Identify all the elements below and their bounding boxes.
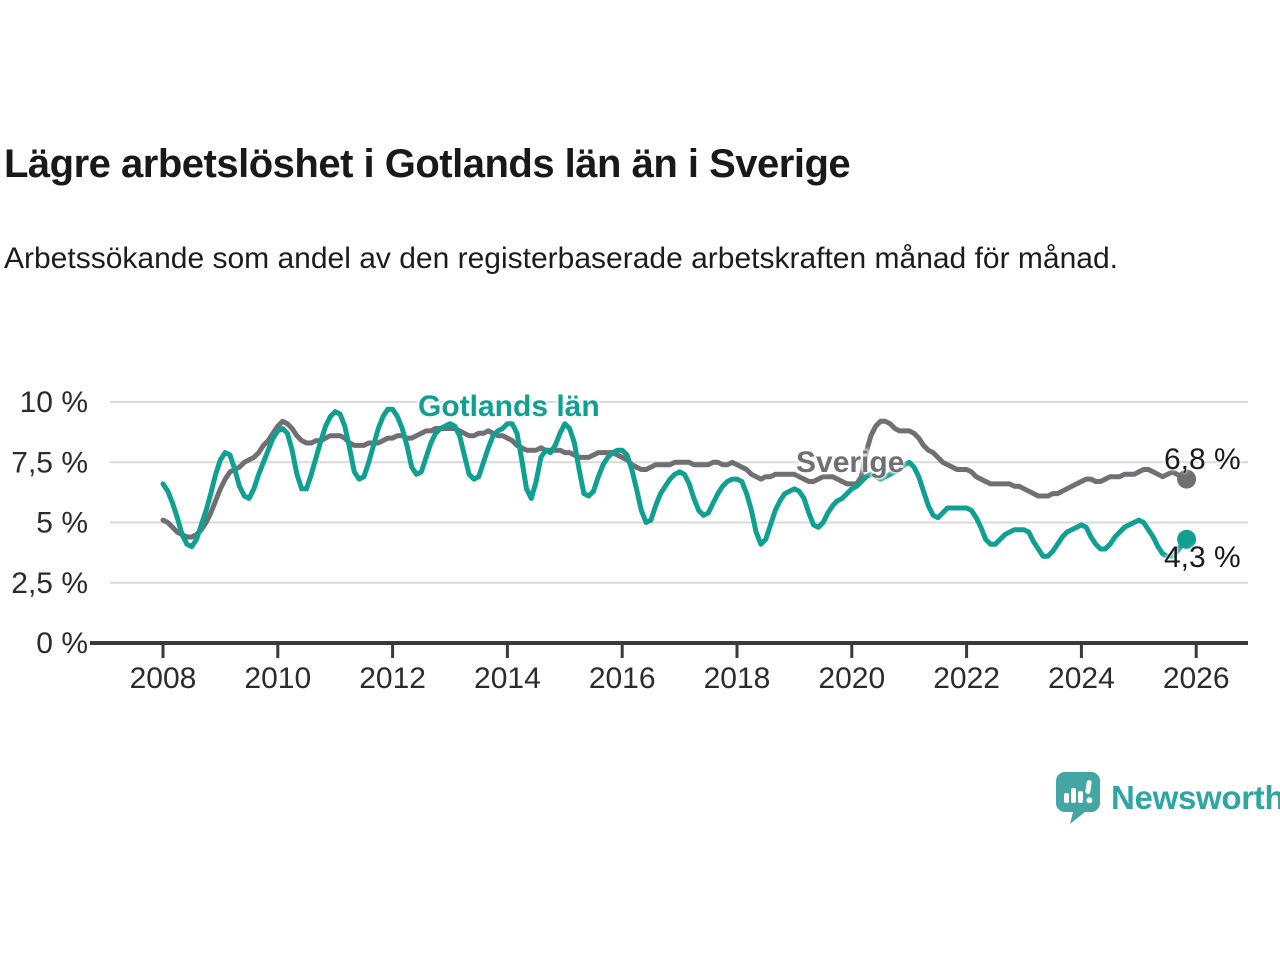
newsworthy-logo-icon [1056,772,1100,824]
newsworthy-logo-text: Newsworthy [1111,779,1280,816]
newsworthy-logo: Newsworthy [1056,772,1280,824]
y-axis-tick-label: 10 % [20,386,88,419]
y-axis-tick-label: 0 % [36,627,88,660]
chart-subtitle: Arbetssökande som andel av den registerb… [4,242,1118,275]
y-axis-tick-label: 7,5 % [11,446,88,479]
x-axis-tick-label: 2010 [244,662,311,695]
series-label-gotland: Gotlands län [418,390,600,423]
x-axis-tick-label: 2020 [818,662,885,695]
series-line-sverige [160,418,1190,540]
x-axis-tick-label: 2018 [704,662,771,695]
series-end-dot-sverige [1177,469,1197,489]
x-axis-tick-label: 2016 [589,662,656,695]
series-line-gotland [160,406,1190,559]
y-axis-tick-label: 5 % [36,507,88,540]
x-axis-tick-label: 2014 [474,662,541,695]
series-label-sverige: Sverige [796,446,905,479]
x-axis-tick-label: 2022 [933,662,1000,695]
chart-title: Lägre arbetslöshet i Gotlands län än i S… [4,142,851,186]
series-end-dot-gotland [1177,529,1197,549]
x-axis-tick-label: 2008 [130,662,197,695]
line-chart: 0 % 2,5 % 5 % 7,5 % 10 % 2008 2010 2012 2014 2016… [11,386,1248,695]
x-axis-tick-label: 2012 [359,662,426,695]
y-axis-tick-label: 2,5 % [11,567,88,600]
x-axis-tick-label: 2026 [1163,662,1230,695]
x-axis-tick-label: 2024 [1048,662,1115,695]
end-value-gotland: 4,3 % [1164,541,1241,574]
end-value-sverige: 6,8 % [1164,443,1241,476]
